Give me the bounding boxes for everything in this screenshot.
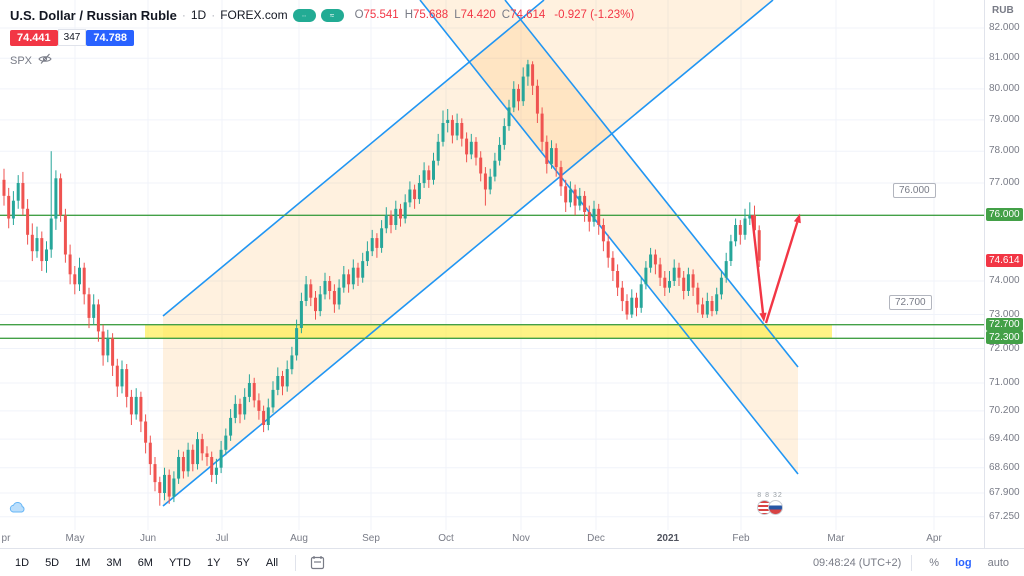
time-tick-label: Oct (438, 533, 454, 544)
low-label: L (454, 9, 461, 21)
level-price-label[interactable]: 76.000 (893, 183, 936, 198)
price-tick-label: 74.000 (989, 275, 1020, 286)
time-tick-label: Jul (215, 533, 229, 544)
time-tick-label: Apr (926, 533, 942, 544)
change-value: -0.927 (-1.23%) (554, 9, 635, 21)
price-tick-label: 69.400 (989, 433, 1020, 444)
ru-flag-icon (768, 500, 783, 515)
time-tick-label: May (65, 533, 85, 544)
time-tick-label: Sep (362, 533, 380, 544)
auto-scale-button[interactable]: auto (981, 553, 1016, 573)
separator: · (211, 8, 216, 22)
range-3m-button[interactable]: 3M (99, 553, 128, 573)
price-axis-badge: 74.614 (986, 254, 1023, 267)
range-1d-button[interactable]: 1D (8, 553, 36, 573)
currency-label: RUB (992, 5, 1014, 16)
time-tick-label: Mar (827, 533, 845, 544)
time-tick-label: Dec (587, 533, 605, 544)
range-5d-button[interactable]: 5D (38, 553, 66, 573)
price-tick-label: 71.000 (989, 377, 1020, 388)
grid-lines (0, 0, 984, 530)
open-label: O (354, 9, 364, 21)
session-clock[interactable]: 09:48:24 (UTC+2) (812, 556, 902, 569)
chart-canvas[interactable]: U.S. Dollar / Russian Ruble · 1D · FOREX… (0, 0, 984, 530)
time-tick-label: 2021 (656, 533, 680, 544)
symbol-title[interactable]: U.S. Dollar / Russian Ruble (10, 7, 177, 23)
high-value: 75.688 (413, 9, 449, 21)
broker-watermark: 8 8 32 (744, 492, 796, 515)
bid-price-button[interactable]: 74.441 (10, 29, 58, 46)
price-axis[interactable]: RUB 82.000 81.000 80.000 79.000 78.000 77.000… (984, 0, 1024, 548)
price-axis-badge: 76.000 (986, 208, 1023, 221)
range-1y-button[interactable]: 1Y (200, 553, 227, 573)
price-tick-label: 70.200 (989, 405, 1020, 416)
close-label: C (501, 9, 511, 21)
price-tick-label: 73.000 (989, 309, 1020, 320)
price-tick-label: 80.000 (989, 83, 1020, 94)
support-zone[interactable] (145, 324, 832, 339)
toolbar-divider (911, 554, 913, 571)
time-tick-label: Jun (139, 533, 157, 544)
horizontal-level-lines[interactable] (0, 214, 984, 339)
ohlc-values: O75.541 H75.688 L74.420 C74.614 (355, 9, 546, 21)
cloud-sync-icon[interactable] (8, 500, 28, 519)
bottom-toolbar: 1D 5D 1M 3M 6M YTD 1Y 5Y All 09:48:24 (U… (0, 548, 1024, 576)
go-to-date-icon[interactable] (310, 555, 325, 570)
price-tick-label: 68.600 (989, 462, 1020, 473)
range-ytd-button[interactable]: YTD (162, 553, 198, 573)
legend: U.S. Dollar / Russian Ruble · 1D · FOREX… (10, 6, 634, 68)
study-label[interactable]: SPX (10, 54, 33, 67)
open-value: 75.541 (363, 9, 399, 21)
exchange-label[interactable]: FOREX.com (220, 8, 288, 22)
watermark-text: 8 8 32 (757, 492, 783, 499)
status-pill-2-icon[interactable]: ≈ (320, 8, 344, 22)
price-tick-label: 79.000 (989, 114, 1020, 125)
status-pill-1-icon[interactable]: ∙∙ (292, 8, 316, 22)
level-price-label[interactable]: 72.700 (889, 295, 932, 310)
high-label: H (404, 9, 414, 21)
range-1m-button[interactable]: 1M (68, 553, 97, 573)
interval-label[interactable]: 1D (190, 8, 207, 22)
price-tick-label: 67.250 (989, 511, 1020, 522)
ask-price-button[interactable]: 74.788 (86, 29, 134, 46)
price-tick-label: 82.000 (989, 22, 1020, 33)
range-all-button[interactable]: All (259, 553, 285, 573)
projection-arrows[interactable] (750, 213, 801, 324)
log-scale-button[interactable]: log (948, 553, 979, 573)
price-tick-label: 81.000 (989, 52, 1020, 63)
close-value: 74.614 (510, 9, 546, 21)
time-tick-label: Nov (512, 533, 530, 544)
range-5y-button[interactable]: 5Y (229, 553, 256, 573)
price-axis-badge: 72.700 (986, 318, 1023, 331)
percent-scale-button[interactable]: % (922, 553, 946, 573)
separator: · (181, 8, 186, 22)
visibility-hidden-eye-icon[interactable] (38, 53, 52, 68)
price-tick-label: 72.000 (989, 343, 1020, 354)
spread-value: 347 (57, 29, 87, 46)
price-tick-label: 77.000 (989, 177, 1020, 188)
low-value: 74.420 (460, 9, 496, 21)
price-chart-svg[interactable] (0, 0, 984, 530)
time-tick-label: Aug (290, 533, 308, 544)
price-tick-label: 78.000 (989, 145, 1020, 156)
time-tick-label: Feb (732, 533, 750, 544)
price-tick-label: 67.900 (989, 487, 1020, 498)
price-axis-badge: 72.300 (986, 331, 1023, 344)
time-tick-label: pr (1, 533, 11, 544)
candles (2, 59, 761, 506)
time-axis[interactable]: pr May Jun Jul Aug Sep Oct Nov Dec 2021 Feb Mar Apr (0, 530, 984, 548)
range-6m-button[interactable]: 6M (131, 553, 160, 573)
toolbar-divider (295, 554, 297, 571)
